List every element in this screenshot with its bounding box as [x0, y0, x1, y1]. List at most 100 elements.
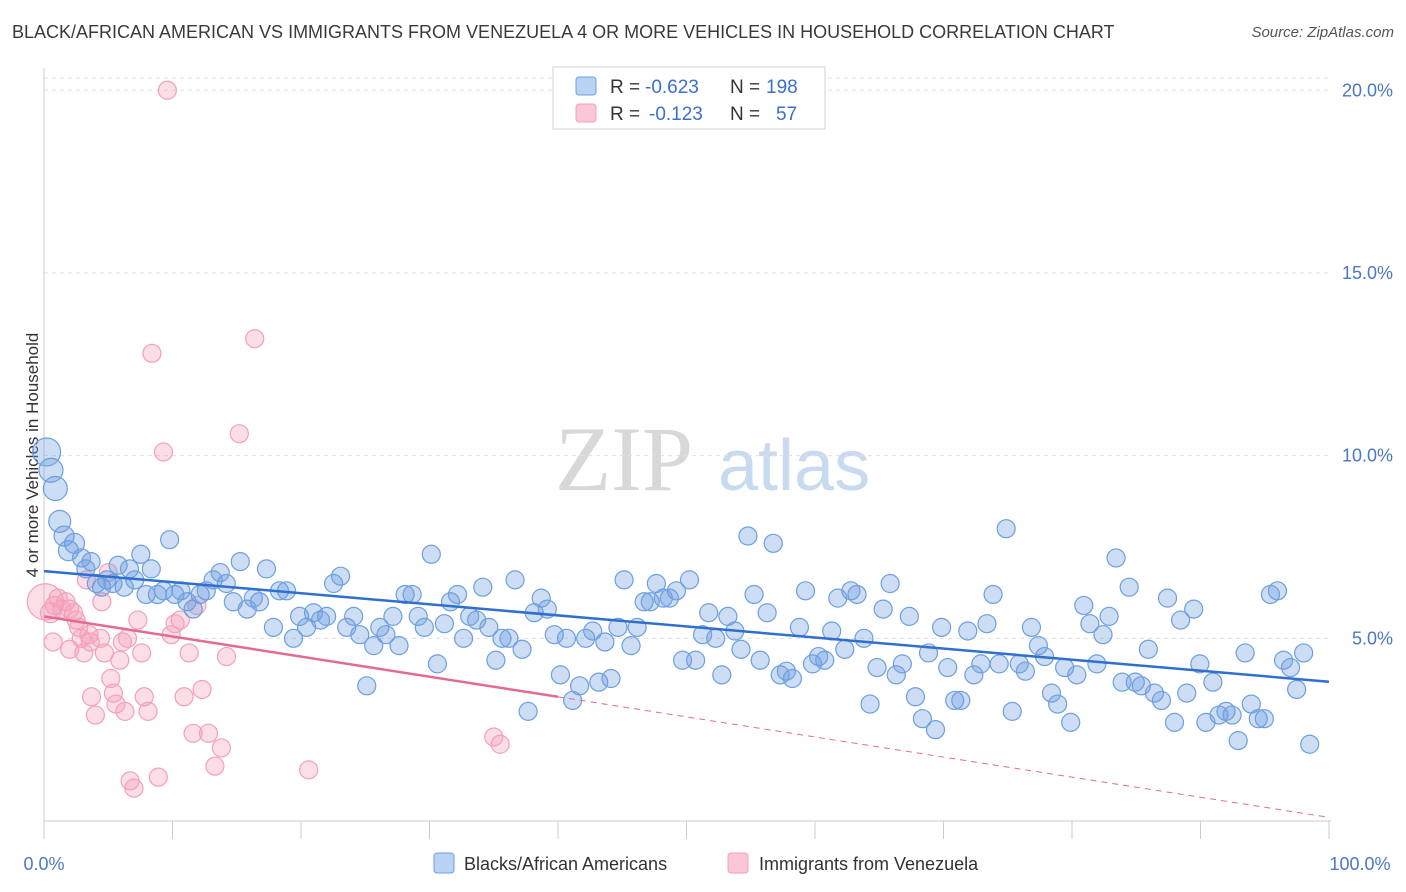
axes	[43, 68, 1331, 839]
black-point	[48, 509, 72, 534]
venezuela-point	[117, 628, 138, 648]
black-point	[324, 573, 344, 594]
venezuela-point	[124, 778, 144, 798]
black-point	[996, 519, 1016, 539]
black-point	[1267, 581, 1288, 601]
black-point	[809, 646, 829, 667]
black-point	[569, 676, 590, 696]
black-point	[621, 636, 641, 656]
venezuela-point	[92, 592, 112, 612]
black-point	[479, 617, 499, 637]
venezuela-point	[142, 343, 162, 363]
black-point	[283, 628, 304, 648]
black-point	[925, 720, 946, 740]
x-tick-label-min: 0.0%	[23, 854, 64, 874]
black-point	[317, 606, 337, 626]
black-point	[1171, 610, 1191, 630]
black-point	[447, 584, 468, 605]
black-point	[873, 599, 893, 619]
black-point	[1280, 657, 1301, 678]
series-venezuela-points	[26, 80, 510, 798]
legend-venezuela-label: Immigrants from Venezuela	[759, 854, 979, 874]
black-point	[1222, 705, 1242, 725]
black-point	[216, 573, 236, 594]
black-point	[408, 606, 428, 626]
black-point	[237, 599, 257, 619]
black-point	[945, 690, 965, 711]
black-point	[310, 610, 331, 630]
venezuela-point	[187, 595, 207, 616]
black-point	[1177, 683, 1197, 703]
black-point	[486, 650, 506, 670]
black-point	[512, 639, 532, 659]
source-label: Source: ZipAtlas.com	[1251, 24, 1394, 41]
y-tick-label: 15.0%	[1342, 263, 1393, 283]
black-point	[686, 650, 706, 670]
black-point	[595, 632, 615, 652]
black-point	[1300, 734, 1320, 754]
venezuela-point	[74, 643, 94, 663]
venezuela-point	[245, 329, 265, 349]
venezuela-point	[101, 668, 121, 689]
black-point	[1067, 665, 1087, 685]
venezuela-point	[94, 643, 114, 663]
x-tick-label-max: 100.0%	[1329, 854, 1390, 874]
legend-blue-r-label: R =	[610, 77, 640, 98]
black-point	[738, 526, 758, 546]
black-point	[499, 628, 519, 648]
venezuela-point	[110, 650, 130, 670]
black-point	[141, 559, 161, 579]
black-point	[344, 606, 364, 626]
black-point	[131, 544, 151, 564]
black-point	[414, 617, 434, 637]
black-point	[932, 617, 952, 637]
black-point	[659, 588, 680, 608]
black-point	[402, 584, 422, 605]
venezuela-point	[205, 756, 225, 776]
black-point	[1093, 625, 1113, 645]
black-point	[835, 639, 855, 659]
venezuela-point	[174, 687, 194, 707]
legend-pink-swatch	[575, 103, 597, 123]
black-point	[165, 584, 185, 605]
venezuela-point	[80, 632, 100, 652]
legend-black-label: Blacks/African Americans	[464, 854, 667, 874]
black-point	[427, 654, 448, 674]
legend-pink-r-value: -0.123	[649, 104, 703, 125]
black-point	[556, 628, 577, 648]
black-point	[544, 625, 564, 645]
black-point	[938, 657, 958, 678]
black-point	[583, 621, 603, 641]
black-point	[1157, 588, 1178, 608]
black-point	[256, 559, 277, 579]
venezuela-point	[179, 643, 199, 663]
black-point	[699, 603, 719, 623]
venezuela-point	[484, 727, 504, 747]
black-point	[854, 628, 874, 648]
black-point	[210, 562, 230, 583]
black-point	[1254, 709, 1274, 729]
trend-lines	[43, 569, 1330, 818]
black-point	[81, 551, 101, 572]
black-point	[1041, 683, 1062, 703]
black-point	[71, 548, 92, 568]
black-point	[1235, 643, 1255, 663]
venezuela-point	[85, 705, 106, 725]
black-point	[376, 625, 396, 645]
watermark-atlas: atlas	[718, 426, 870, 506]
venezuela-point	[112, 632, 132, 652]
venezuela-point	[90, 628, 111, 648]
black-point	[357, 676, 377, 696]
black-point	[614, 570, 634, 590]
black-point	[1028, 636, 1049, 656]
legend-pink-r-label: R =	[610, 104, 640, 125]
black-point	[679, 570, 700, 590]
legend-black-swatch	[433, 852, 455, 874]
black-point	[550, 665, 571, 685]
black-point	[350, 625, 370, 645]
black-point	[815, 650, 835, 670]
x-tick-labels: 0.0% 100.0%	[23, 854, 1390, 874]
black-point	[867, 657, 887, 678]
black-point	[330, 566, 351, 586]
black-point	[103, 573, 123, 594]
